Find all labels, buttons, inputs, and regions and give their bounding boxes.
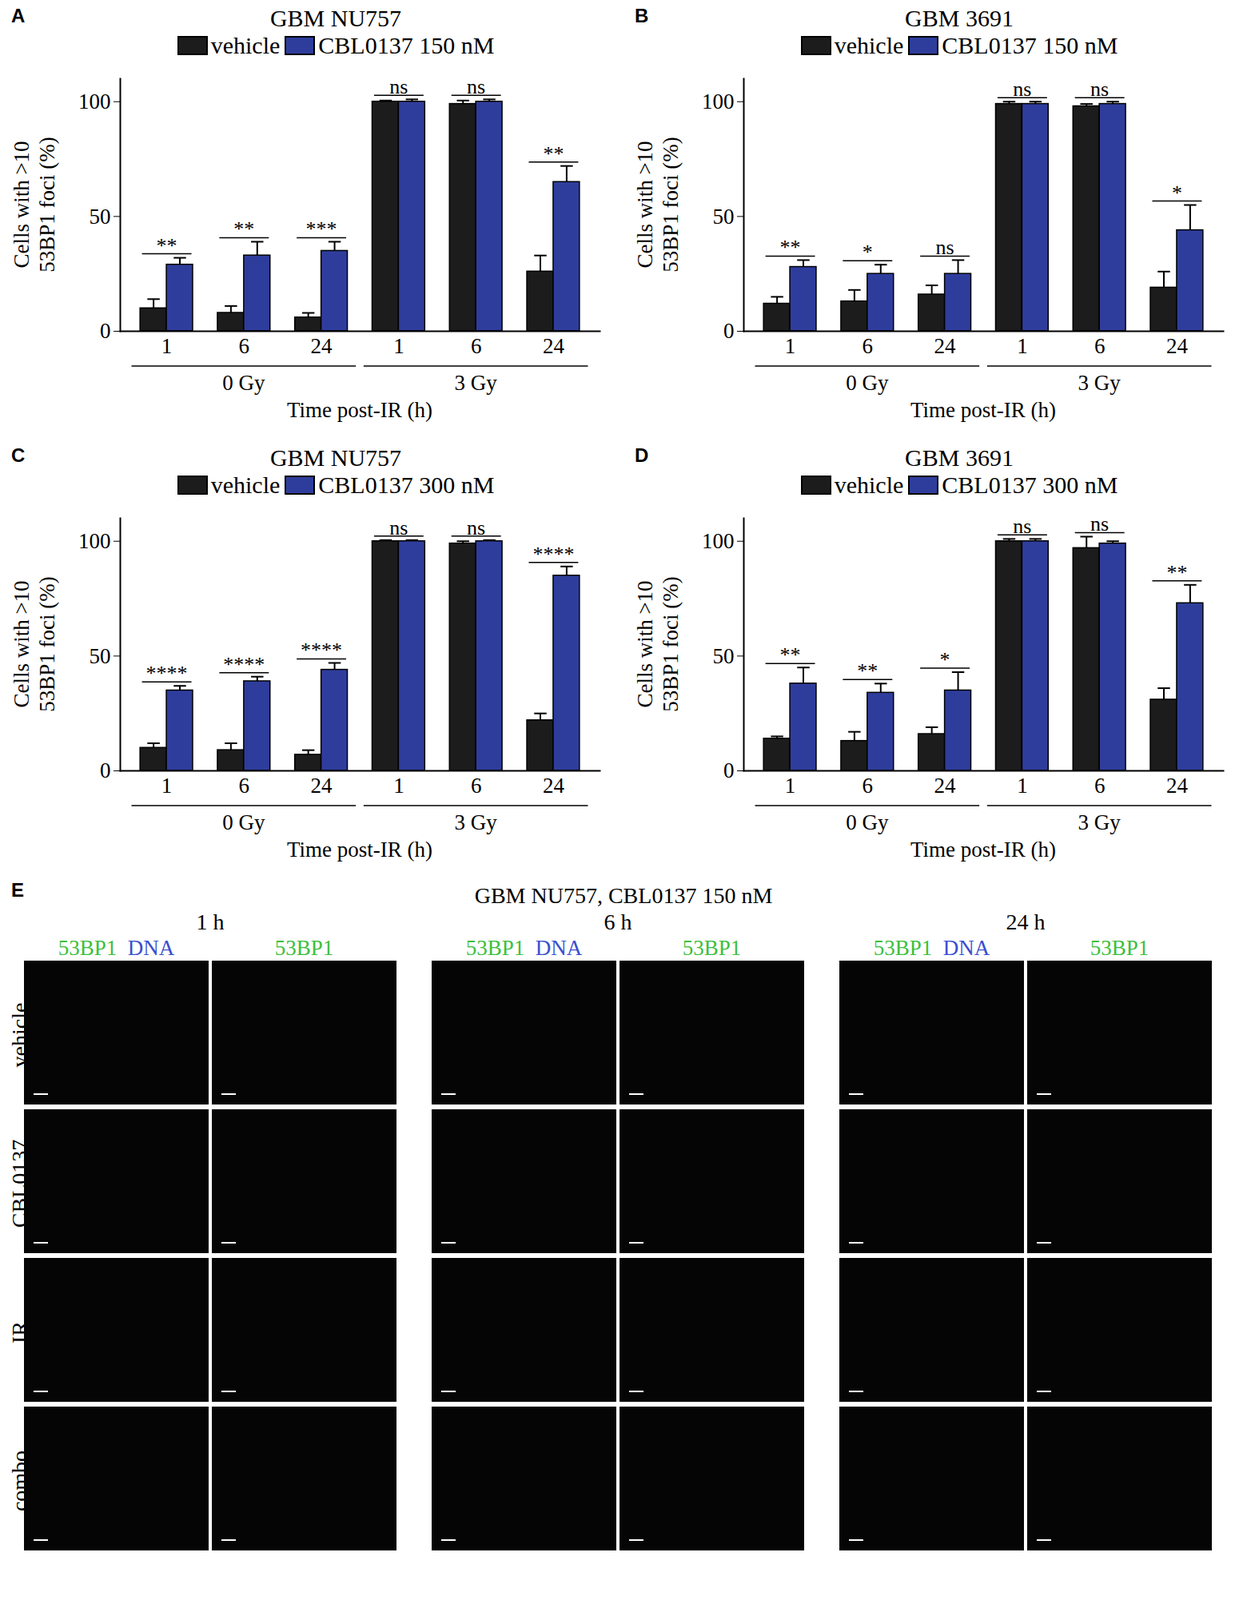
svg-text:24: 24 <box>310 334 334 359</box>
html-text:IR: IR <box>7 1321 32 1344</box>
html-text:1 h: 1 h <box>196 909 225 935</box>
svg-text:6: 6 <box>470 334 483 359</box>
html-text:vehicle: vehicle <box>210 31 281 59</box>
svg-text:50: 50 <box>713 204 735 229</box>
svg-text:ns: ns <box>1090 512 1109 536</box>
svg-text:ns: ns <box>466 75 486 99</box>
svg-text:Time post-IR (h): Time post-IR (h) <box>910 837 1056 862</box>
html-text:CBL0137 300 nM: CBL0137 300 nM <box>318 471 495 499</box>
html-text:53BP1: 53BP1 <box>58 936 117 961</box>
svg-text:6: 6 <box>239 334 251 359</box>
html-text:53BP1: 53BP1 <box>274 936 334 961</box>
html-text:GBM 3691: GBM 3691 <box>904 444 1014 471</box>
svg-text:0 Gy: 0 Gy <box>845 810 889 835</box>
svg-text:6: 6 <box>239 773 251 798</box>
svg-text:50: 50 <box>89 204 112 229</box>
html-text:6 h: 6 h <box>603 909 632 935</box>
svg-text:100: 100 <box>78 89 112 114</box>
svg-text:53BP1 foci (%): 53BP1 foci (%) <box>35 576 60 712</box>
svg-text:1: 1 <box>161 334 173 359</box>
svg-text:1: 1 <box>393 334 405 359</box>
html-text:53BP1: 53BP1 <box>1090 936 1149 961</box>
html-text:D: D <box>634 444 649 467</box>
svg-text:3 Gy: 3 Gy <box>454 810 499 835</box>
svg-text:0 Gy: 0 Gy <box>845 370 889 395</box>
svg-text:53BP1 foci (%): 53BP1 foci (%) <box>658 576 683 712</box>
svg-text:6: 6 <box>1094 334 1106 359</box>
svg-text:3 Gy: 3 Gy <box>1078 370 1122 395</box>
svg-text:24: 24 <box>934 773 957 798</box>
html-text:53BP1: 53BP1 <box>682 936 742 961</box>
svg-text:1: 1 <box>784 334 797 359</box>
html-text:vehicle: vehicle <box>7 1002 32 1068</box>
svg-text:24: 24 <box>1166 773 1189 798</box>
svg-text:100: 100 <box>78 529 112 554</box>
svg-text:1: 1 <box>1016 773 1028 798</box>
html-text:CBL0137 150 nM: CBL0137 150 nM <box>318 31 495 59</box>
svg-text:ns: ns <box>466 516 486 540</box>
svg-text:100: 100 <box>701 529 735 554</box>
html-text:DNA: DNA <box>127 936 175 961</box>
svg-text:ns: ns <box>389 516 408 540</box>
svg-text:0: 0 <box>723 758 735 783</box>
svg-text:50: 50 <box>713 644 735 669</box>
svg-text:0 Gy: 0 Gy <box>222 370 266 395</box>
html-text:GBM NU757: GBM NU757 <box>270 444 402 471</box>
html-text:53BP1: 53BP1 <box>873 936 933 961</box>
svg-text:100: 100 <box>701 89 735 114</box>
svg-text:50: 50 <box>89 644 112 669</box>
svg-text:24: 24 <box>1166 334 1189 359</box>
html-text:vehicle: vehicle <box>834 31 904 59</box>
html-text:CBL0137 150 nM: CBL0137 150 nM <box>941 31 1118 59</box>
svg-text:Cells with >10: Cells with >10 <box>633 140 658 268</box>
html-text:CBL0137 300 nM: CBL0137 300 nM <box>941 471 1118 499</box>
html-text:DNA: DNA <box>535 936 583 961</box>
svg-text:ns: ns <box>389 75 408 99</box>
svg-text:0: 0 <box>723 318 735 343</box>
svg-text:0 Gy: 0 Gy <box>222 810 266 835</box>
svg-text:3 Gy: 3 Gy <box>1078 810 1122 835</box>
svg-text:ns: ns <box>935 236 955 260</box>
svg-text:53BP1 foci (%): 53BP1 foci (%) <box>658 136 683 272</box>
html-text:53BP1: 53BP1 <box>465 936 525 961</box>
svg-text:53BP1 foci (%): 53BP1 foci (%) <box>35 136 60 272</box>
svg-text:24: 24 <box>934 334 957 359</box>
html-text:GBM 3691: GBM 3691 <box>904 4 1014 32</box>
svg-text:Time post-IR (h): Time post-IR (h) <box>286 837 433 862</box>
svg-text:6: 6 <box>470 773 483 798</box>
svg-text:0: 0 <box>99 318 112 343</box>
svg-text:Cells with >10: Cells with >10 <box>633 580 658 708</box>
svg-text:1: 1 <box>393 773 405 798</box>
html-text:combo: combo <box>7 1450 32 1512</box>
svg-text:6: 6 <box>862 773 874 798</box>
html-text:GBM NU757: GBM NU757 <box>270 4 402 32</box>
svg-text:ns: ns <box>1013 515 1032 539</box>
svg-text:6: 6 <box>862 334 874 359</box>
svg-text:1: 1 <box>784 773 797 798</box>
svg-text:3 Gy: 3 Gy <box>454 370 499 395</box>
html-text:CBL0137: CBL0137 <box>7 1139 32 1228</box>
svg-text:24: 24 <box>310 773 334 798</box>
html-text:E: E <box>11 879 24 901</box>
html-text:B: B <box>634 4 649 27</box>
html-text:GBM NU757, CBL0137 150 nM: GBM NU757, CBL0137 150 nM <box>474 883 773 909</box>
svg-text:24: 24 <box>542 334 566 359</box>
svg-text:Time post-IR (h): Time post-IR (h) <box>910 398 1056 423</box>
svg-text:Time post-IR (h): Time post-IR (h) <box>286 398 433 423</box>
html-text:vehicle: vehicle <box>210 471 281 499</box>
svg-text:Cells with >10: Cells with >10 <box>9 580 34 708</box>
svg-text:ns: ns <box>1090 77 1109 101</box>
html-text:A: A <box>11 4 26 27</box>
svg-text:6: 6 <box>1094 773 1106 798</box>
html-text:C: C <box>11 444 26 467</box>
html-text:DNA: DNA <box>943 936 990 961</box>
html-text:24 h: 24 h <box>1005 909 1046 935</box>
svg-text:ns: ns <box>1013 77 1032 101</box>
svg-text:1: 1 <box>1016 334 1028 359</box>
html-text:vehicle: vehicle <box>834 471 904 499</box>
svg-text:1: 1 <box>161 773 173 798</box>
svg-text:0: 0 <box>99 758 112 783</box>
svg-text:Cells with >10: Cells with >10 <box>9 140 34 268</box>
svg-text:24: 24 <box>542 773 566 798</box>
